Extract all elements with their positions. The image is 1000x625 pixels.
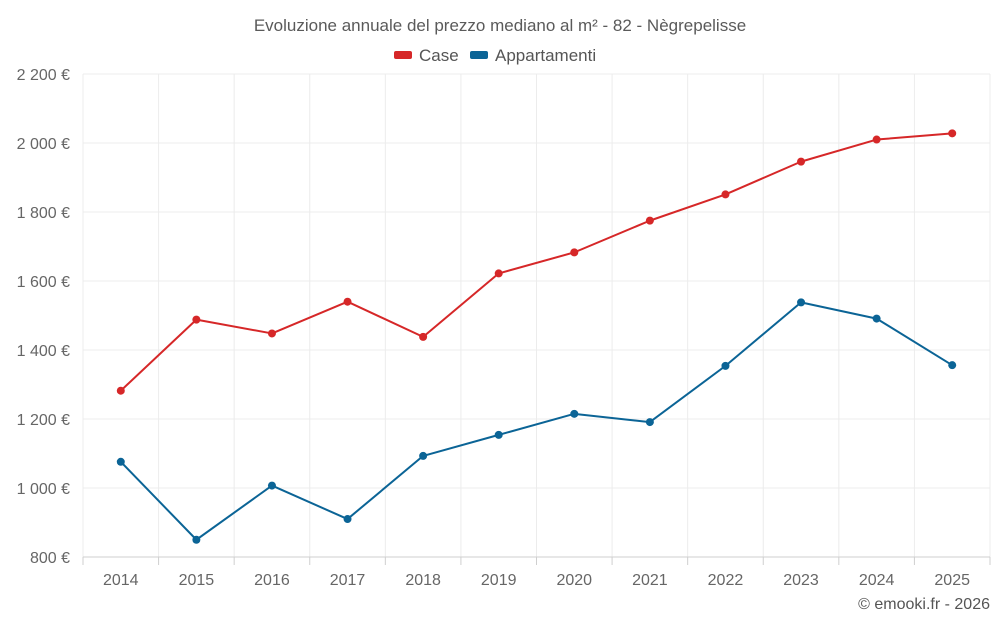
data-point-case[interactable] bbox=[645, 216, 654, 225]
data-point-appartamenti[interactable] bbox=[419, 451, 428, 460]
x-tick-label: 2022 bbox=[708, 572, 744, 589]
data-point-appartamenti[interactable] bbox=[645, 418, 654, 427]
chart-title: Evoluzione annuale del prezzo mediano al… bbox=[254, 16, 746, 35]
data-point-case[interactable] bbox=[494, 269, 503, 278]
data-point-appartamenti[interactable] bbox=[267, 481, 276, 490]
credit-text: © emooki.fr - 2026 bbox=[858, 596, 990, 613]
data-point-appartamenti[interactable] bbox=[872, 314, 881, 323]
x-tick-label: 2025 bbox=[934, 572, 970, 589]
y-tick-label: 1 000 € bbox=[17, 481, 70, 498]
legend-item-case[interactable]: Case bbox=[394, 46, 459, 65]
legend-label-case: Case bbox=[419, 46, 459, 65]
data-point-case[interactable] bbox=[116, 386, 125, 395]
legend-label-appartamenti: Appartamenti bbox=[495, 46, 596, 65]
x-tick-label: 2017 bbox=[330, 572, 366, 589]
grid bbox=[82, 73, 991, 557]
axes: 800 € 1 000 € 1 200 € 1 400 € 1 600 € 1 800 €… bbox=[17, 67, 991, 589]
x-tick-label: 2016 bbox=[254, 572, 290, 589]
y-tick-label: 1 400 € bbox=[17, 343, 70, 360]
legend-swatch-appartamenti bbox=[470, 51, 488, 59]
y-tick-label: 2 000 € bbox=[17, 136, 70, 153]
data-point-case[interactable] bbox=[721, 190, 730, 199]
x-tick-label: 2023 bbox=[783, 572, 819, 589]
data-point-appartamenti[interactable] bbox=[343, 515, 352, 524]
x-tick-label: 2024 bbox=[859, 572, 895, 589]
data-point-case[interactable] bbox=[192, 315, 201, 324]
x-tick-label: 2019 bbox=[481, 572, 517, 589]
data-point-appartamenti[interactable] bbox=[116, 457, 125, 466]
data-point-appartamenti[interactable] bbox=[192, 535, 201, 544]
data-point-case[interactable] bbox=[267, 329, 276, 338]
data-point-case[interactable] bbox=[343, 297, 352, 306]
data-point-case[interactable] bbox=[872, 135, 881, 144]
data-point-case[interactable] bbox=[797, 157, 806, 166]
y-tick-label: 1 600 € bbox=[17, 274, 70, 291]
data-point-case[interactable] bbox=[419, 332, 428, 341]
data-point-case[interactable] bbox=[948, 129, 957, 138]
series-line-appartamenti bbox=[120, 301, 953, 541]
x-tick-label: 2018 bbox=[405, 572, 441, 589]
y-tick-label: 1 200 € bbox=[17, 412, 70, 429]
y-tick-label: 2 200 € bbox=[17, 67, 70, 84]
legend: Case Appartamenti bbox=[394, 46, 596, 65]
data-point-appartamenti[interactable] bbox=[494, 430, 503, 439]
data-point-case[interactable] bbox=[570, 248, 579, 257]
y-tick-label: 1 800 € bbox=[17, 205, 70, 222]
x-tick-label: 2014 bbox=[103, 572, 139, 589]
x-tick-label: 2021 bbox=[632, 572, 668, 589]
legend-item-appartamenti[interactable]: Appartamenti bbox=[470, 46, 596, 65]
data-point-appartamenti[interactable] bbox=[570, 409, 579, 418]
data-point-appartamenti[interactable] bbox=[721, 361, 730, 370]
legend-swatch-case bbox=[394, 51, 412, 59]
y-tick-label: 800 € bbox=[30, 550, 70, 567]
data-point-appartamenti[interactable] bbox=[948, 361, 957, 370]
data-point-appartamenti[interactable] bbox=[797, 298, 806, 307]
x-tick-label: 2015 bbox=[179, 572, 215, 589]
x-tick-label: 2020 bbox=[556, 572, 592, 589]
series-line-case bbox=[120, 132, 953, 392]
series bbox=[116, 129, 957, 544]
